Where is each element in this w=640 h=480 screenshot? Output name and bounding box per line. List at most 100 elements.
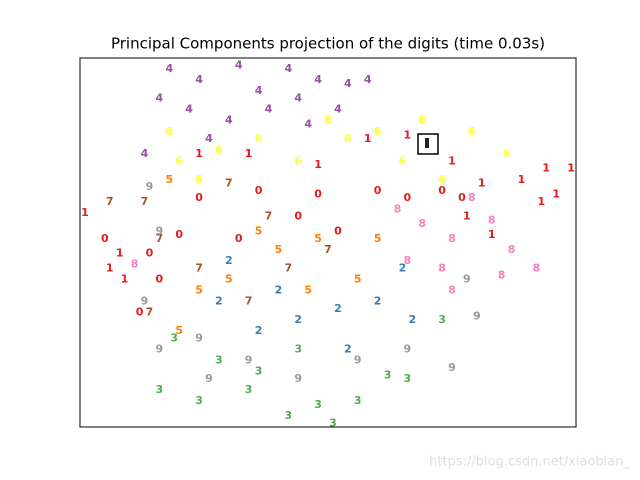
digit-point: 2 [225, 254, 233, 267]
digit-point: 1 [404, 128, 412, 141]
digit-point: 6 [324, 114, 332, 127]
digit-point: 6 [175, 154, 183, 167]
digit-point: 6 [438, 173, 446, 186]
digit-point: 0 [146, 247, 154, 260]
digit-point: 9 [463, 272, 471, 285]
digit-point: 5 [275, 243, 283, 256]
digit-point: 1 [552, 188, 560, 201]
digit-point: 3 [284, 409, 292, 422]
digit-point: 0 [438, 184, 446, 197]
digit-point: 0 [255, 184, 263, 197]
digit-point: 8 [394, 202, 402, 215]
digit-point: 4 [284, 62, 292, 75]
digit-point: 0 [458, 191, 466, 204]
digit-thumbnail [417, 133, 439, 155]
digit-point: 0 [101, 232, 109, 245]
digit-point: 3 [329, 416, 337, 429]
digit-point: 6 [503, 147, 511, 160]
digit-point: 1 [195, 147, 203, 160]
digit-point: 2 [374, 295, 382, 308]
digit-point: 7 [156, 232, 164, 245]
digit-point: 2 [399, 261, 407, 274]
digit-point: 4 [185, 103, 193, 116]
digit-point: 3 [404, 372, 412, 385]
digit-point: 1 [245, 147, 253, 160]
digit-point: 1 [314, 158, 322, 171]
digit-point: 5 [175, 324, 183, 337]
digit-point: 3 [294, 343, 302, 356]
digit-point: 8 [131, 258, 139, 271]
digit-point: 8 [418, 217, 426, 230]
digit-point: 1 [448, 154, 456, 167]
digit-point: 3 [255, 365, 263, 378]
digit-point: 1 [364, 132, 372, 145]
digit-point: 4 [265, 103, 273, 116]
digit-point: 2 [344, 343, 352, 356]
digit-point: 4 [314, 73, 322, 86]
digit-point: 9 [205, 372, 213, 385]
digit-point: 4 [195, 73, 203, 86]
digit-point: 6 [399, 154, 407, 167]
digit-point: 7 [195, 261, 203, 274]
digit-point: 4 [141, 147, 149, 160]
digit-point: 6 [255, 132, 263, 145]
digit-point: 5 [304, 283, 312, 296]
digit-point: 8 [404, 254, 412, 267]
digit-point: 8 [438, 261, 446, 274]
digit-point: 7 [106, 195, 114, 208]
digit-point: 7 [265, 210, 273, 223]
digit-point: 0 [235, 232, 243, 245]
digit-point: 7 [225, 176, 233, 189]
digit-point: 9 [448, 361, 456, 374]
digit-point: 1 [121, 272, 129, 285]
digit-point: 6 [374, 125, 382, 138]
digit-point: 5 [165, 173, 173, 186]
digit-point: 0 [314, 188, 322, 201]
digit-point: 3 [170, 331, 178, 344]
digit-point: 9 [404, 343, 412, 356]
digit-point: 3 [245, 383, 253, 396]
digit-point: 8 [508, 243, 516, 256]
digit-point: 1 [106, 261, 114, 274]
digit-point: 7 [284, 261, 292, 274]
digit-point: 3 [156, 383, 164, 396]
digit-point: 4 [235, 58, 243, 71]
digit-point: 0 [156, 272, 164, 285]
digit-point: 4 [225, 114, 233, 127]
digit-point: 1 [488, 228, 496, 241]
digit-point: 9 [156, 343, 164, 356]
digit-point: 3 [384, 368, 392, 381]
digit-point: 4 [205, 132, 213, 145]
digit-point: 4 [344, 77, 352, 90]
digit-point: 6 [215, 143, 223, 156]
digit-point: 4 [304, 117, 312, 130]
digit-point: 0 [136, 306, 144, 319]
digit-point: 8 [468, 191, 476, 204]
watermark: https://blog.csdn.net/xiaobian_ [429, 455, 630, 470]
digit-point: 1 [518, 173, 526, 186]
digit-point: 9 [245, 354, 253, 367]
digit-point: 6 [418, 114, 426, 127]
digit-point: 3 [195, 394, 203, 407]
digit-point: 5 [374, 232, 382, 245]
digit-point: 1 [567, 162, 575, 175]
digit-point: 9 [156, 224, 164, 237]
digit-point: 8 [448, 283, 456, 296]
digit-point: 8 [488, 213, 496, 226]
digit-point: 9 [354, 354, 362, 367]
digit-point: 0 [404, 191, 412, 204]
digit-point: 5 [314, 232, 322, 245]
digit-point: 7 [245, 295, 253, 308]
digit-point: 4 [156, 92, 164, 105]
digit-point: 2 [334, 302, 342, 315]
digit-point: 5 [195, 283, 203, 296]
digit-point: 0 [195, 191, 203, 204]
digit-point: 9 [473, 309, 481, 322]
digit-point: 2 [408, 313, 416, 326]
digit-point: 2 [215, 295, 223, 308]
digit-point: 5 [255, 224, 263, 237]
axes-frame [79, 57, 577, 428]
digit-point: 1 [81, 206, 89, 219]
